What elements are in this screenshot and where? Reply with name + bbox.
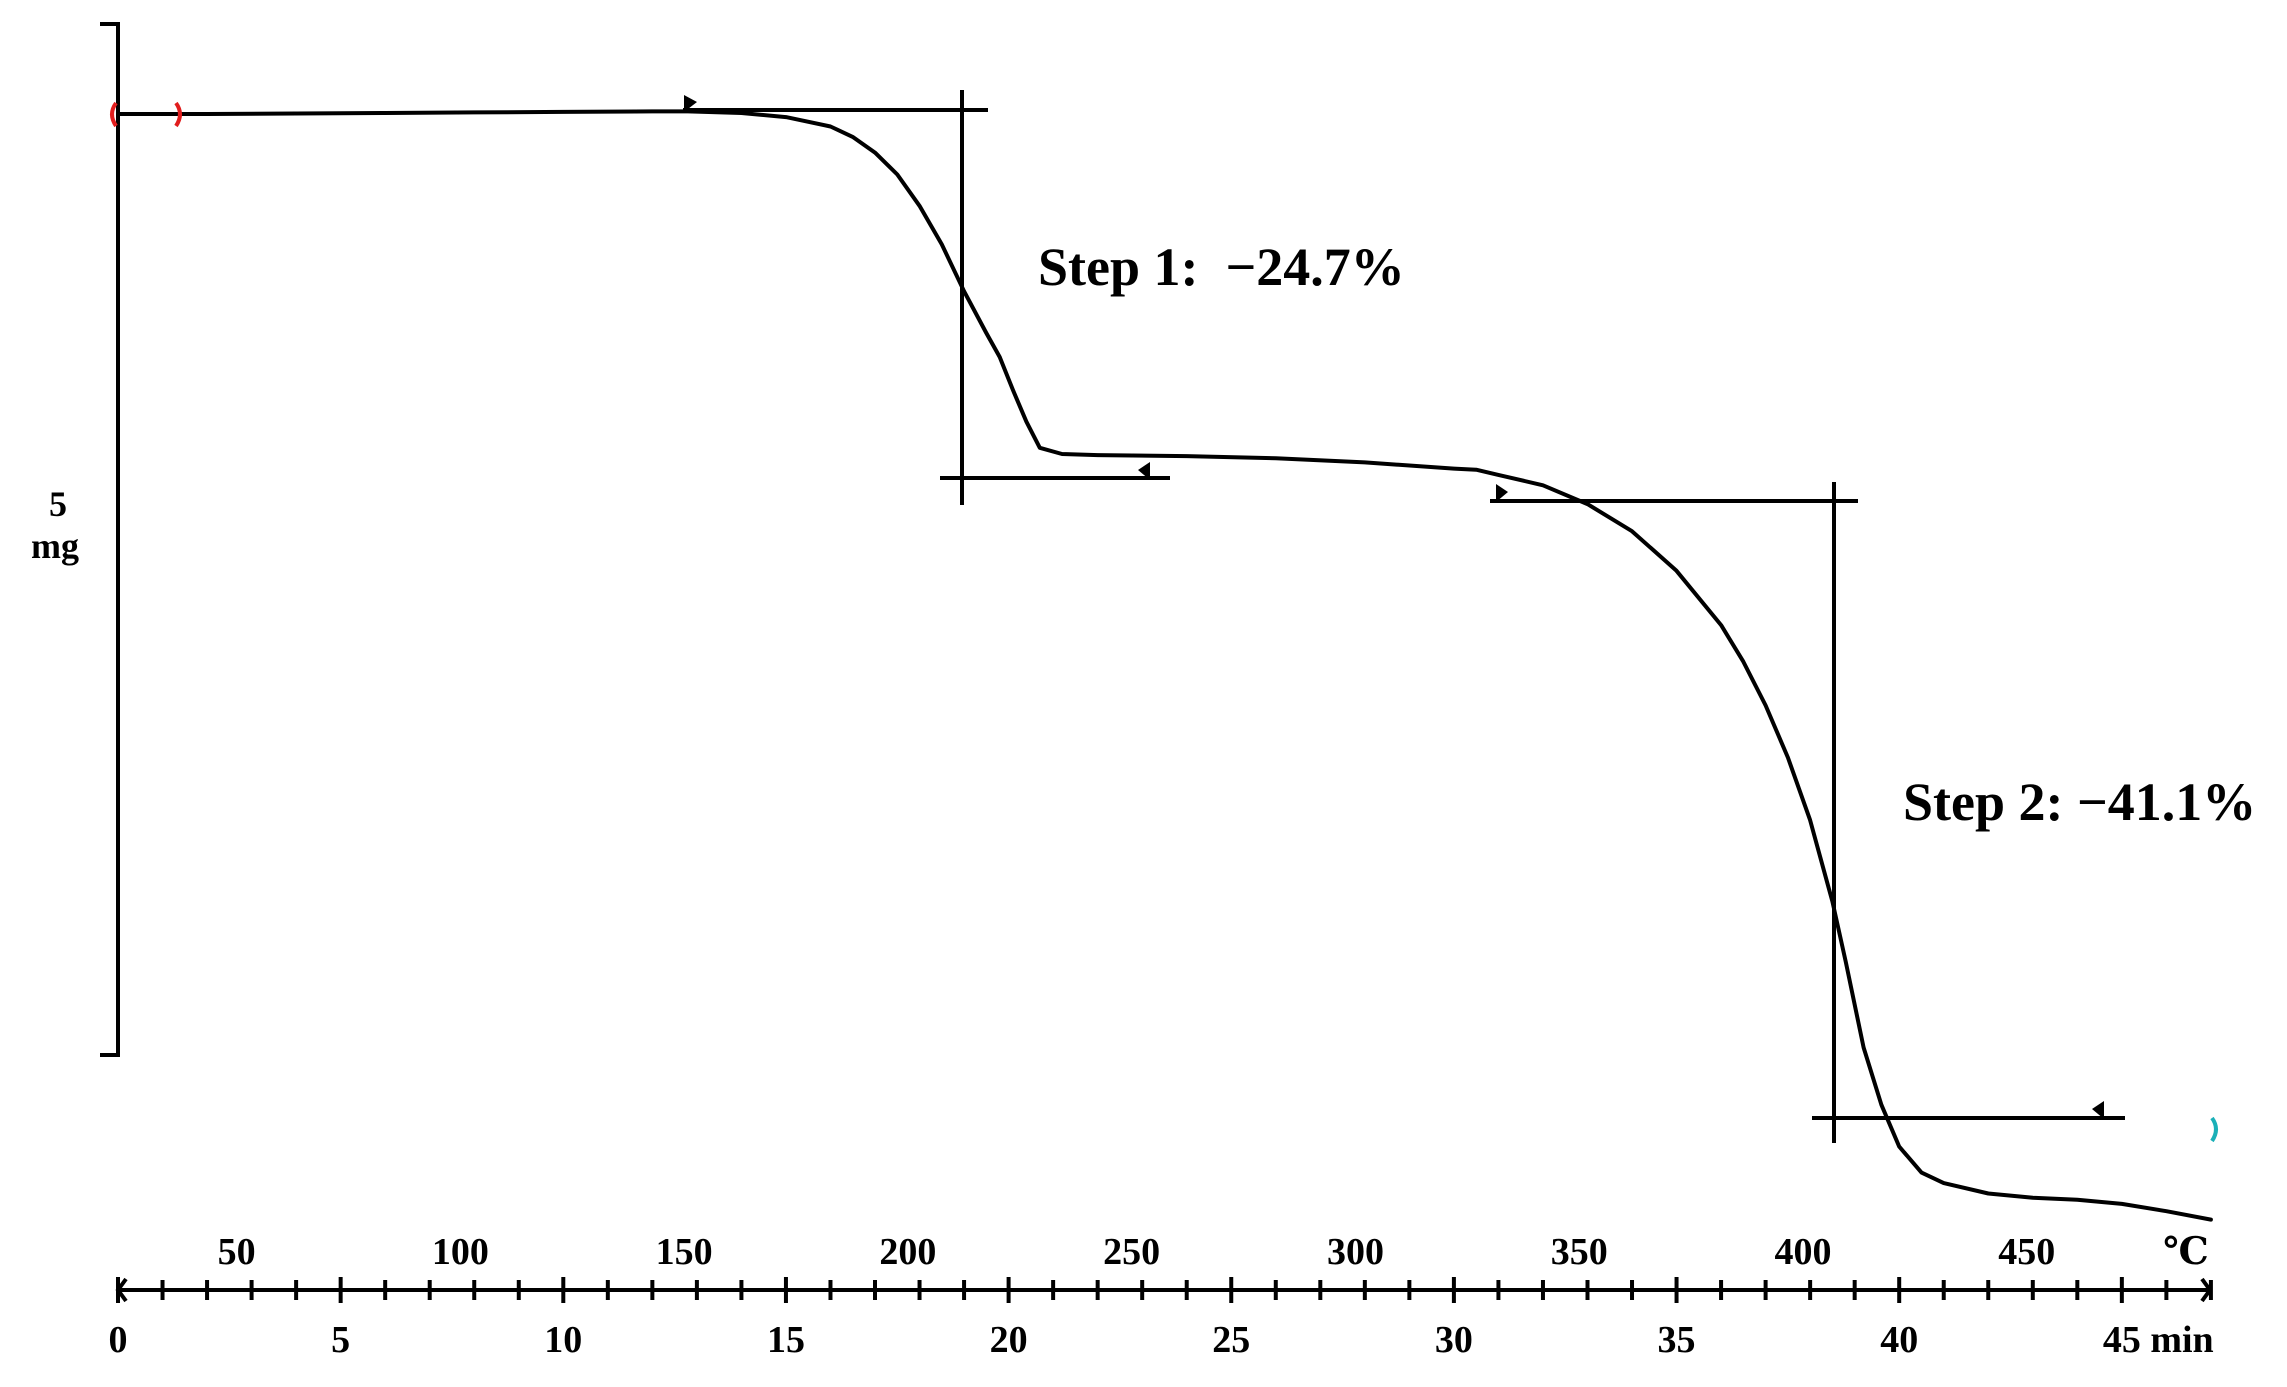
limit-markers <box>110 95 2218 1143</box>
step-1-start-flag <box>684 95 697 112</box>
temperature-tick-label: 100 <box>432 1231 489 1273</box>
x-axis-ticks <box>116 1277 2213 1303</box>
temperature-tick-label: 250 <box>1103 1231 1160 1273</box>
step-1-construction <box>683 90 1170 505</box>
step-2-end-flag <box>2092 1101 2104 1119</box>
time-tick-labels: 0 5 10 15 20 25 30 35 40 45 <box>109 1319 2141 1361</box>
time-tick-label: 20 <box>990 1319 1028 1361</box>
time-tick-label: 35 <box>1658 1319 1696 1361</box>
temperature-unit-label: ℃ <box>2163 1231 2209 1273</box>
x-axis: 50 100 150 200 250 300 350 400 450 0 5 10 15 20 25 30 3… <box>109 1231 2214 1361</box>
temperature-tick-label: 400 <box>1774 1231 1831 1273</box>
scale-bar: 5 mg <box>31 22 120 1057</box>
time-tick-label: 10 <box>544 1319 582 1361</box>
step-2-construction <box>1490 482 2125 1143</box>
time-tick-label: 40 <box>1880 1319 1918 1361</box>
temperature-tick-label: 150 <box>656 1231 713 1273</box>
scale-bar-value: 5 <box>49 484 67 524</box>
right-limit-marker-red <box>174 101 182 128</box>
temperature-tick-label: 450 <box>1998 1231 2055 1273</box>
time-unit-label: min <box>2150 1319 2213 1361</box>
tga-curve-0 <box>116 109 2213 1222</box>
temperature-tick-label: 300 <box>1327 1231 1384 1273</box>
left-limit-marker-red <box>110 101 118 128</box>
temperature-tick-labels: 50 100 150 200 250 300 350 400 450 <box>218 1231 2056 1273</box>
curve-layer <box>116 109 2213 1222</box>
step-1-annotation: Step 1: −24.7% <box>1038 237 1405 297</box>
temperature-tick-label: 50 <box>218 1231 256 1273</box>
time-tick-label: 45 <box>2103 1319 2141 1361</box>
temperature-tick-label: 200 <box>879 1231 936 1273</box>
step-1-end-flag <box>1138 462 1150 480</box>
end-marker-cyan <box>2210 1116 2218 1143</box>
time-tick-label: 25 <box>1212 1319 1250 1361</box>
temperature-tick-label: 350 <box>1551 1231 1608 1273</box>
time-tick-label: 5 <box>331 1319 350 1361</box>
time-tick-label: 30 <box>1435 1319 1473 1361</box>
step-2-start-flag <box>1496 484 1508 502</box>
time-tick-label: 15 <box>767 1319 805 1361</box>
scale-bar-unit: mg <box>31 526 79 566</box>
time-tick-label: 0 <box>109 1319 128 1361</box>
step-2-annotation: Step 2: −41.1% <box>1903 772 2256 832</box>
